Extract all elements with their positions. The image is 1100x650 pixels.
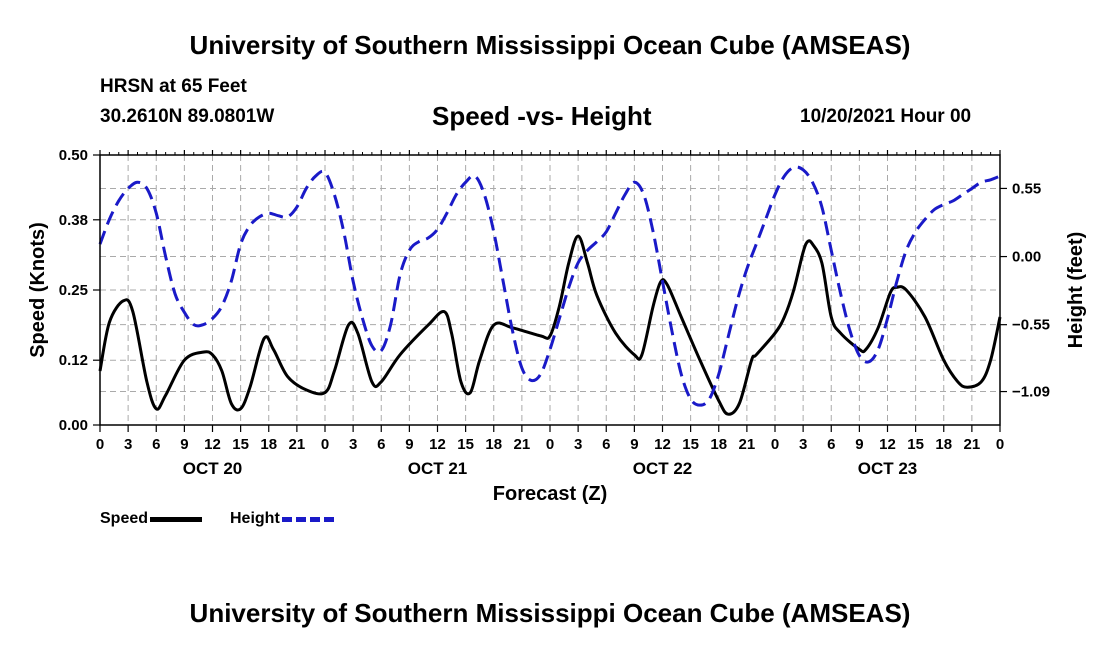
x-tick-label: 0 [771, 436, 779, 453]
x-tick-label: 21 [739, 436, 756, 453]
x-tick-label: 0 [546, 436, 554, 453]
x-tick-label: 12 [879, 436, 896, 453]
grid [100, 155, 1000, 425]
x-tick-label: 6 [602, 436, 610, 453]
height-series-line [98, 165, 1001, 407]
x-day-label: OCT 22 [633, 459, 693, 478]
legend-speed-swatch [150, 516, 203, 522]
x-tick-label: 0 [96, 436, 104, 453]
footer-title: University of Southern Mississippi Ocean… [189, 598, 911, 628]
x-tick-label: 18 [935, 436, 952, 453]
x-tick-label: 15 [682, 436, 699, 453]
x-tick-label: 3 [124, 436, 132, 453]
y-left-tick-label: 0.38 [59, 212, 88, 229]
x-tick-label: 3 [574, 436, 582, 453]
x-tick-label: 0 [321, 436, 329, 453]
legend-speed: Speed [100, 510, 203, 528]
legend-height-swatch [281, 516, 334, 522]
x-tick-label: 18 [710, 436, 727, 453]
y-left-tick-label: 0.25 [59, 282, 88, 299]
forecast-datetime: 10/20/2021 Hour 00 [800, 106, 972, 127]
x-tick-label: 18 [260, 436, 277, 453]
y-left-tick-label: 0.50 [59, 147, 88, 164]
x-tick-label: 15 [232, 436, 249, 453]
x-tick-label: 9 [630, 436, 638, 453]
x-tick-label: 9 [855, 436, 863, 453]
speed-height-chart: 0 3 6 9 12 15 18 21 0 3 6 9 12 15 18 21 0 3 6 9 12 15 18 21 0 3 6 9… [27, 147, 1087, 505]
station-label: HRSN at 65 Feet [100, 76, 247, 97]
x-tick-label: 6 [152, 436, 160, 453]
x-day-label: OCT 20 [183, 459, 243, 478]
y-right-tick-label: −1.09 [1012, 384, 1050, 401]
y-right-tick-label: 0.00 [1012, 249, 1041, 266]
x-tick-label: 12 [429, 436, 446, 453]
x-tick-label: 3 [799, 436, 807, 453]
y-axis-title-right: Height (feet) [1065, 232, 1087, 349]
legend-height-label: Height [230, 510, 280, 527]
x-tick-label: 9 [180, 436, 188, 453]
x-tick-label: 9 [405, 436, 413, 453]
x-tick-label: 21 [964, 436, 981, 453]
x-tick-label: 12 [204, 436, 221, 453]
chart-main-title: University of Southern Mississippi Ocean… [189, 30, 911, 60]
x-tick-label: 12 [654, 436, 671, 453]
chart-subtitle: Speed -vs- Height [432, 101, 652, 131]
axis-ticks: 0 3 6 9 12 15 18 21 0 3 6 9 12 15 18 21 0 3 6 9 12 15 18 21 0 3 6 9… [59, 147, 1050, 478]
y-left-tick-label: 0.00 [59, 417, 88, 434]
x-tick-label: 3 [349, 436, 357, 453]
x-tick-label: 6 [827, 436, 835, 453]
x-tick-label: 15 [907, 436, 924, 453]
y-right-tick-label: −0.55 [1012, 317, 1050, 334]
x-tick-label: 21 [289, 436, 306, 453]
y-axis-title-left: Speed (Knots) [27, 222, 49, 358]
x-day-label: OCT 23 [858, 459, 918, 478]
x-axis-title: Forecast (Z) [493, 483, 607, 505]
series-lines [98, 165, 1002, 416]
x-tick-label: 0 [996, 436, 1004, 453]
x-tick-label: 21 [514, 436, 531, 453]
legend-height: Height [230, 510, 334, 528]
y-left-tick-label: 0.12 [59, 352, 88, 369]
x-tick-label: 15 [457, 436, 474, 453]
x-tick-label: 6 [377, 436, 385, 453]
x-day-label: OCT 21 [408, 459, 468, 478]
plot-frame [99, 154, 1001, 426]
legend-speed-label: Speed [100, 510, 149, 527]
y-right-tick-label: 0.55 [1012, 180, 1041, 197]
station-coordinates: 30.2610N 89.0801W [100, 106, 275, 127]
x-tick-label: 18 [485, 436, 502, 453]
